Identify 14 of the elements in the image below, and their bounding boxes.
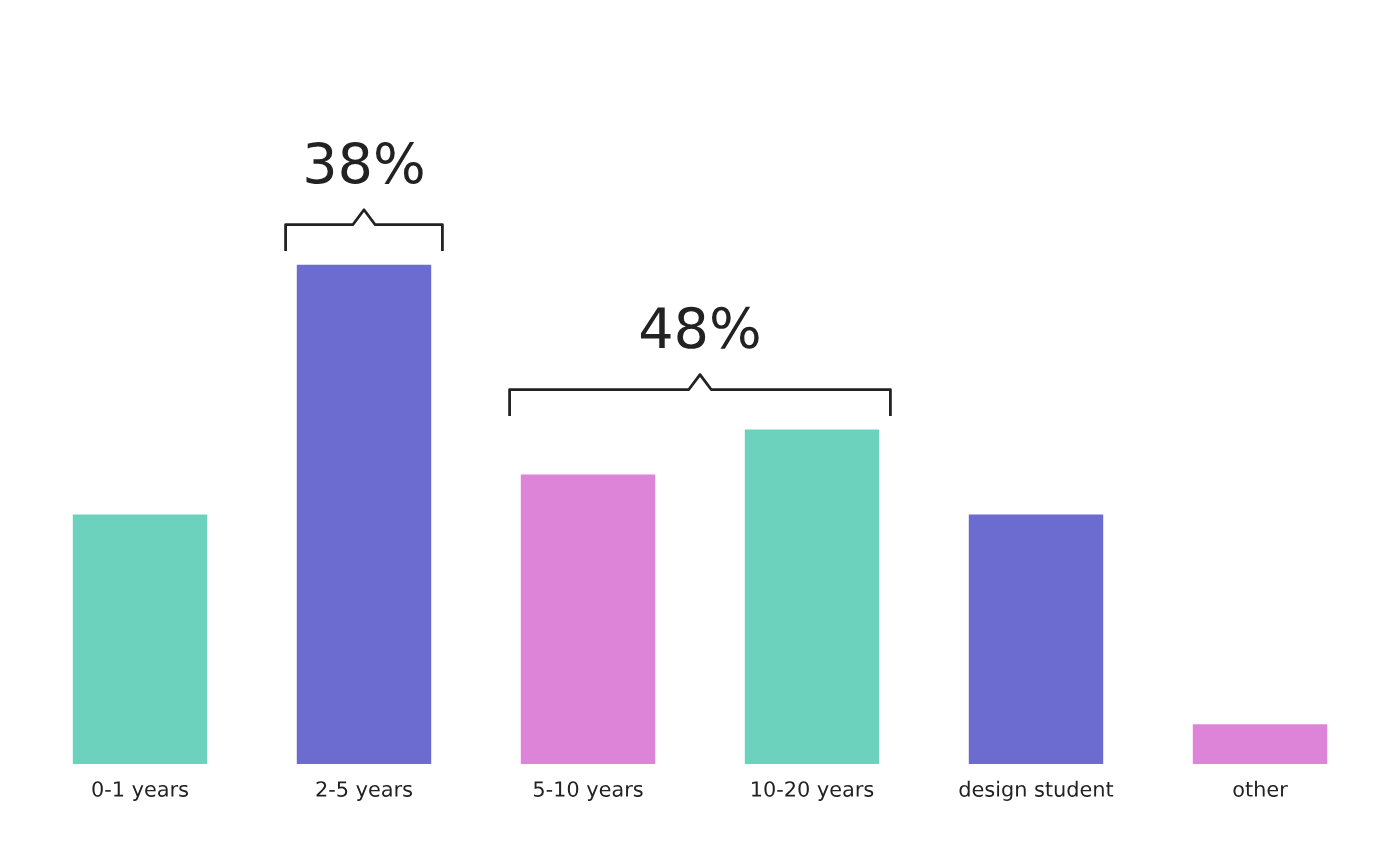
bar (72, 514, 208, 765)
annotation: 48% (640, 306, 759, 349)
bar (296, 264, 432, 765)
bar (744, 429, 880, 765)
x-tick-label: other (1233, 780, 1288, 797)
x-tick-label: 5-10 years (533, 781, 643, 801)
x-tick-label: 0-1 years (92, 781, 188, 801)
x-tick-label: 2-5 years (316, 781, 412, 801)
bar (1192, 724, 1328, 765)
bar (520, 474, 656, 765)
x-tick-label: 10-20 years (752, 781, 874, 801)
x-tick-label: design student (959, 780, 1114, 801)
annotation: 38% (306, 141, 423, 185)
bar (968, 514, 1104, 765)
